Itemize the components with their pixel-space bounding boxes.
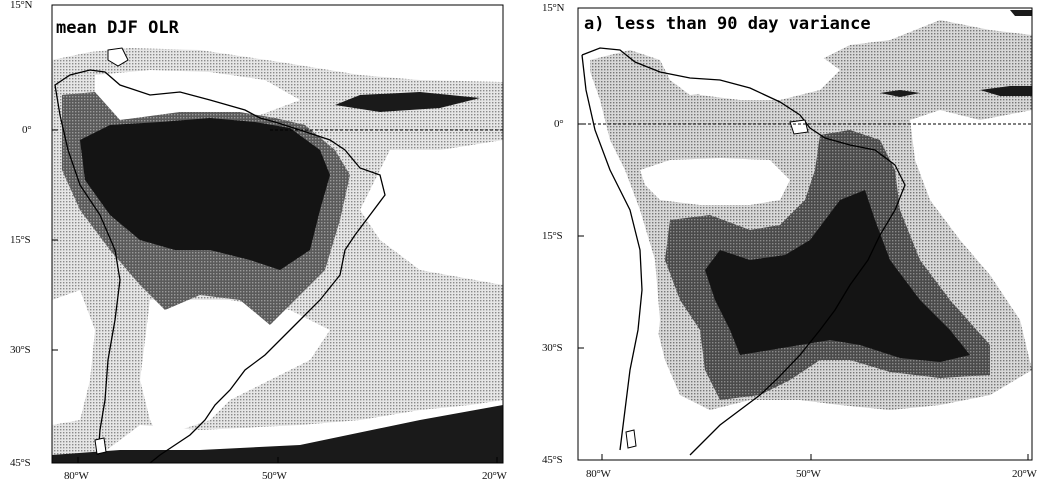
map-right <box>577 7 1033 461</box>
lat-tick-45s: 45°S <box>10 457 31 469</box>
white-region-north <box>95 70 300 120</box>
white-region <box>52 290 95 425</box>
panel-less-than-90-day-variance: a) less than 90 day variance 15°N 0° 15°… <box>520 0 1041 488</box>
dark-streak <box>880 90 920 97</box>
lat-tick-30s: 30°S <box>10 344 31 356</box>
dark-streak <box>1010 10 1032 16</box>
coastline-west <box>54 84 121 456</box>
lon-tick-80w: 80°W <box>64 470 89 482</box>
lat-tick-45s: 45°S <box>542 454 563 466</box>
white-region-north <box>680 48 840 100</box>
white-region <box>640 158 790 205</box>
dark-streak <box>335 92 480 112</box>
white-region <box>140 300 330 440</box>
lat-tick-15n: 15°N <box>10 0 33 11</box>
map-left <box>51 4 504 464</box>
island <box>107 47 129 67</box>
lat-tick-15s: 15°S <box>10 234 31 246</box>
lon-tick-20w: 20°W <box>482 470 507 482</box>
white-region <box>578 60 660 460</box>
dark-shade-region <box>705 190 970 362</box>
map-frame <box>577 7 1033 461</box>
lon-tick-80w: 80°W <box>586 468 611 480</box>
lon-tick-20w: 20°W <box>1012 468 1037 480</box>
lat-tick-0: 0° <box>554 118 564 130</box>
lat-tick-30s: 30°S <box>542 342 563 354</box>
panel-mean-djf-olr: mean DJF OLR 15°N 0° 15°S 30°S 45°S 80°W… <box>0 0 520 488</box>
coastline <box>581 47 906 456</box>
panel-title: mean DJF OLR <box>54 18 181 38</box>
dark-band-bottom <box>52 405 503 463</box>
lat-tick-15s: 15°S <box>542 230 563 242</box>
lon-tick-50w: 50°W <box>262 470 287 482</box>
panel-title: a) less than 90 day variance <box>582 14 873 34</box>
lat-tick-0: 0° <box>22 124 32 136</box>
dark-streak <box>980 86 1032 96</box>
coastline-west <box>581 54 643 451</box>
lon-tick-50w: 50°W <box>796 468 821 480</box>
island-south <box>94 437 107 455</box>
coastline <box>54 69 386 463</box>
island-south <box>625 429 637 449</box>
lat-tick-15n: 15°N <box>542 2 565 14</box>
dark-shade-region <box>80 118 330 270</box>
